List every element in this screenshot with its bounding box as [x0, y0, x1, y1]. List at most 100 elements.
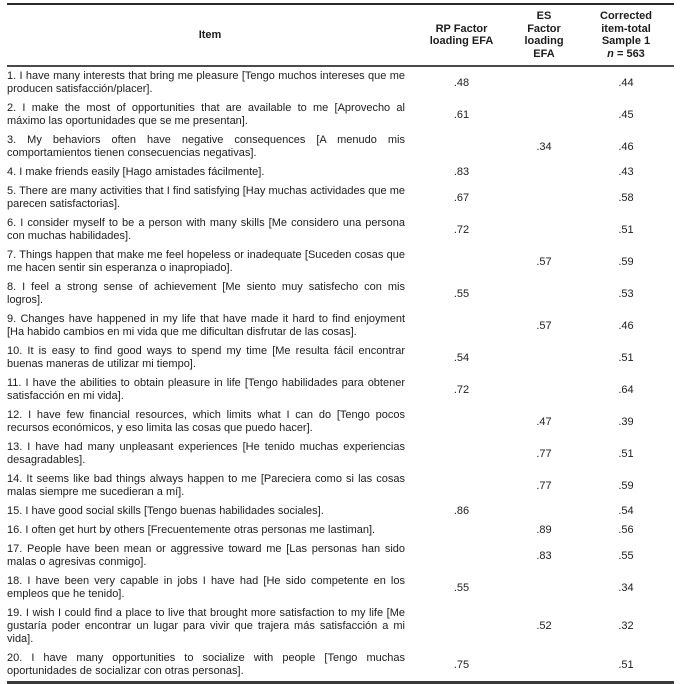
- item-total-value: .56: [618, 524, 634, 536]
- item-text: 17. People have been mean or aggressive …: [7, 543, 405, 568]
- factor-loading-table: Item RP Factor loading EFA ES Factor loa…: [7, 3, 674, 684]
- rp-loading-value: .72: [453, 383, 470, 396]
- rp-loading-value: [413, 470, 510, 502]
- item-text: 20. I have many opportunities to sociali…: [7, 652, 405, 677]
- item-total-value: .51: [618, 223, 634, 236]
- rp-loading-value: [413, 246, 510, 278]
- rp-loading-value: .86: [453, 505, 470, 517]
- item-total-value: .64: [618, 383, 634, 396]
- rp-loading-value: [413, 521, 510, 540]
- table-row: 4. I make friends easily [Hago amistades…: [7, 163, 674, 182]
- item-total-value: .55: [618, 549, 634, 562]
- item-total-value: .39: [618, 415, 634, 428]
- header-row: Item RP Factor loading EFA ES Factor loa…: [7, 4, 674, 66]
- es-loading-value: [510, 342, 578, 374]
- item-text: 3. My behaviors often have negative cons…: [7, 134, 405, 159]
- table-row: 17. People have been mean or aggressive …: [7, 540, 674, 572]
- es-loading-value: [510, 502, 578, 521]
- item-text: 13. I have had many unpleasant experienc…: [7, 441, 405, 466]
- es-loading-value: .34: [536, 140, 552, 153]
- item-text: 19. I wish I could find a place to live …: [7, 607, 405, 645]
- item-text: 1. I have many interests that bring me p…: [7, 70, 405, 95]
- sample-size-line: n = 563: [595, 48, 657, 61]
- item-text: 11. I have the abilities to obtain pleas…: [7, 377, 405, 402]
- item-text: 18. I have been very capable in jobs I h…: [7, 575, 405, 600]
- item-total-value: .46: [618, 319, 634, 332]
- es-loading-value: [510, 163, 578, 182]
- corrected-header-line-3: Sample 1: [601, 35, 651, 47]
- es-loading-value: .77: [536, 479, 552, 492]
- rp-loading-value: .61: [453, 108, 470, 121]
- rp-loading-value: .67: [453, 191, 470, 204]
- rp-loading-value: .75: [453, 658, 470, 671]
- es-loading-value: [510, 649, 578, 683]
- rp-header-line-2: loading EFA: [429, 35, 494, 47]
- es-loading-value: [510, 374, 578, 406]
- table-row: 13. I have had many unpleasant experienc…: [7, 438, 674, 470]
- table-row: 20. I have many opportunities to sociali…: [7, 649, 674, 683]
- table-row: 3. My behaviors often have negative cons…: [7, 131, 674, 163]
- es-header-line-3: loading: [524, 35, 564, 47]
- es-loading-value: [510, 99, 578, 131]
- es-loading-value: [510, 182, 578, 214]
- rp-loading-value: [413, 438, 510, 470]
- table-row: 5. There are many activities that I find…: [7, 182, 674, 214]
- table-body: 1. I have many interests that bring me p…: [7, 66, 674, 683]
- item-text: 5. There are many activities that I find…: [7, 185, 405, 210]
- table-row: 10. It is easy to find good ways to spen…: [7, 342, 674, 374]
- column-header-item-label: Item: [198, 28, 222, 41]
- rp-loading-value: .55: [453, 287, 470, 300]
- rp-loading-value: [413, 131, 510, 163]
- rp-loading-value: .48: [453, 76, 470, 89]
- table-row: 16. I often get hurt by others [Frecuent…: [7, 521, 674, 540]
- rp-loading-value: [413, 540, 510, 572]
- table-row: 9. Changes have happened in my life that…: [7, 310, 674, 342]
- es-loading-value: .52: [536, 620, 552, 632]
- rp-loading-value: .72: [453, 223, 470, 236]
- es-loading-value: [510, 572, 578, 604]
- item-text: 12. I have few financial resources, whic…: [7, 409, 405, 434]
- item-total-value: .51: [618, 658, 634, 671]
- item-total-value: .51: [618, 447, 634, 460]
- item-total-value: .34: [618, 581, 634, 594]
- rp-header-line-1: RP Factor: [435, 22, 488, 35]
- es-loading-value: [510, 214, 578, 246]
- es-header-line-1: ES: [536, 10, 552, 22]
- document-page: { "header": { "item": "Item", "rp_lines"…: [7, 3, 674, 684]
- item-total-value: .59: [618, 255, 634, 268]
- table-header: Item RP Factor loading EFA ES Factor loa…: [7, 4, 674, 66]
- corrected-header-line-2: item-total: [601, 22, 651, 35]
- item-text: 8. I feel a strong sense of achievement …: [7, 281, 405, 306]
- item-total-value: .46: [618, 140, 634, 153]
- es-header-line-4: EFA: [533, 47, 555, 60]
- es-loading-value: .83: [536, 549, 552, 562]
- rp-loading-value: .83: [453, 166, 470, 178]
- table-row: 15. I have good social skills [Tengo bue…: [7, 502, 674, 521]
- n-symbol: n: [607, 47, 614, 60]
- table-row: 11. I have the abilities to obtain pleas…: [7, 374, 674, 406]
- item-total-value: .54: [618, 505, 634, 517]
- column-header-es-loading: ES Factor loading EFA: [510, 4, 578, 66]
- rp-loading-value: [413, 604, 510, 649]
- item-total-value: .58: [618, 191, 634, 204]
- rp-loading-value: .54: [453, 351, 470, 364]
- es-loading-value: .57: [536, 319, 552, 332]
- table-row: 7. Things happen that make me feel hopel…: [7, 246, 674, 278]
- item-total-value: .44: [618, 76, 634, 89]
- item-text: 10. It is easy to find good ways to spen…: [7, 345, 405, 370]
- item-text: 14. It seems like bad things always happ…: [7, 473, 405, 498]
- item-text: 15. I have good social skills [Tengo bue…: [7, 505, 324, 517]
- table-row: 19. I wish I could find a place to live …: [7, 604, 674, 649]
- es-loading-value: [510, 278, 578, 310]
- rp-loading-value: .55: [453, 581, 470, 594]
- item-total-value: .43: [618, 166, 634, 178]
- es-loading-value: .47: [536, 415, 552, 428]
- item-text: 9. Changes have happened in my life that…: [7, 313, 405, 338]
- corrected-header-line-1: Corrected: [600, 10, 652, 22]
- es-header-line-2: Factor: [527, 22, 561, 35]
- item-text: 7. Things happen that make me feel hopel…: [7, 249, 405, 274]
- item-total-value: .53: [618, 287, 634, 300]
- column-header-item: Item: [7, 4, 413, 66]
- table-row: 2. I make the most of opportunities that…: [7, 99, 674, 131]
